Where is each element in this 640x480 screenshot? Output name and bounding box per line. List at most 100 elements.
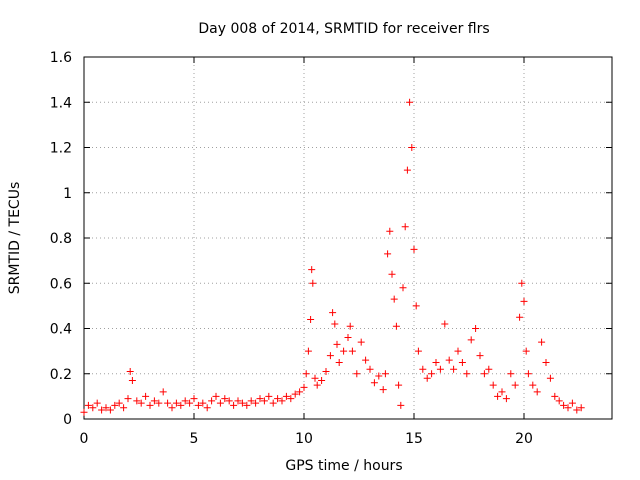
data-point xyxy=(309,279,317,287)
data-point xyxy=(164,399,172,407)
data-point xyxy=(199,399,207,407)
data-point xyxy=(190,395,198,403)
data-point xyxy=(480,370,488,378)
data-point xyxy=(516,313,524,321)
data-point xyxy=(304,347,312,355)
data-point xyxy=(137,399,145,407)
data-point xyxy=(238,399,246,407)
data-point xyxy=(120,404,128,412)
data-point xyxy=(381,370,389,378)
data-point xyxy=(313,381,321,389)
data-point xyxy=(357,338,365,346)
y-tick-label: 1 xyxy=(63,186,72,202)
axis-ticks: 0 0.2 0.4 0.6 0.8 1 1.2 1.4 1.6 0 5 10 15 20 xyxy=(50,50,612,447)
y-tick-label: 0.4 xyxy=(50,322,72,338)
data-point xyxy=(177,401,185,409)
data-point xyxy=(311,374,319,382)
data-point xyxy=(128,377,136,385)
data-point xyxy=(159,388,167,396)
x-tick-label: 20 xyxy=(515,431,533,447)
data-point xyxy=(318,377,326,385)
data-point xyxy=(115,399,123,407)
data-point xyxy=(98,406,106,414)
data-point xyxy=(322,367,330,375)
data-point xyxy=(221,395,229,403)
data-point xyxy=(260,397,268,405)
data-point xyxy=(265,392,273,400)
data-point xyxy=(302,370,310,378)
data-point xyxy=(287,395,295,403)
data-point xyxy=(384,250,392,258)
data-point xyxy=(348,347,356,355)
data-point xyxy=(454,347,462,355)
data-point xyxy=(89,404,97,412)
grid-lines xyxy=(84,57,612,419)
data-point xyxy=(142,392,150,400)
data-point xyxy=(208,397,216,405)
data-point xyxy=(307,315,315,323)
data-point xyxy=(410,245,418,253)
data-point xyxy=(502,395,510,403)
data-point xyxy=(401,223,409,231)
data-point xyxy=(546,374,554,382)
data-point xyxy=(560,401,568,409)
data-point xyxy=(93,399,101,407)
data-point xyxy=(476,352,484,360)
data-point xyxy=(445,356,453,364)
data-point xyxy=(216,399,224,407)
data-point xyxy=(522,347,530,355)
data-point xyxy=(203,404,211,412)
data-point xyxy=(524,370,532,378)
data-point xyxy=(278,397,286,405)
data-point xyxy=(432,358,440,366)
data-point xyxy=(419,365,427,373)
y-tick-label: 1.4 xyxy=(50,95,72,111)
data-point xyxy=(344,334,352,342)
data-point xyxy=(133,397,141,405)
data-point xyxy=(300,383,308,391)
data-point xyxy=(146,401,154,409)
data-point xyxy=(399,284,407,292)
data-point xyxy=(84,401,92,409)
data-point xyxy=(390,295,398,303)
data-point xyxy=(168,404,176,412)
data-point xyxy=(111,401,119,409)
data-point xyxy=(331,320,339,328)
data-point xyxy=(395,381,403,389)
data-point xyxy=(441,320,449,328)
data-point xyxy=(282,392,290,400)
data-point xyxy=(150,397,158,405)
data-point xyxy=(423,374,431,382)
data-point xyxy=(335,358,343,366)
data-point xyxy=(230,401,238,409)
data-point xyxy=(212,392,220,400)
y-tick-label: 0.6 xyxy=(50,276,72,292)
data-point xyxy=(333,340,341,348)
y-tick-label: 0 xyxy=(63,412,72,428)
data-point xyxy=(353,370,361,378)
data-point xyxy=(370,379,378,387)
data-point xyxy=(498,388,506,396)
data-point xyxy=(507,370,515,378)
data-point xyxy=(308,266,316,274)
data-point xyxy=(463,370,471,378)
data-point xyxy=(467,336,475,344)
data-point xyxy=(414,347,422,355)
chart-title: Day 008 of 2014, SRMTID for receiver flr… xyxy=(198,21,489,37)
data-point xyxy=(397,401,405,409)
data-point xyxy=(472,325,480,332)
data-point xyxy=(346,322,354,330)
data-point xyxy=(458,358,466,366)
data-point xyxy=(577,404,585,412)
data-point xyxy=(247,397,255,405)
data-point xyxy=(269,399,277,407)
data-point xyxy=(102,404,110,412)
x-tick-label: 10 xyxy=(295,431,313,447)
data-point xyxy=(186,399,194,407)
x-axis-label: GPS time / hours xyxy=(285,458,402,474)
data-point xyxy=(406,98,414,106)
data-point xyxy=(408,144,416,151)
data-point xyxy=(412,302,420,310)
data-point xyxy=(340,347,348,355)
data-point xyxy=(243,401,251,409)
